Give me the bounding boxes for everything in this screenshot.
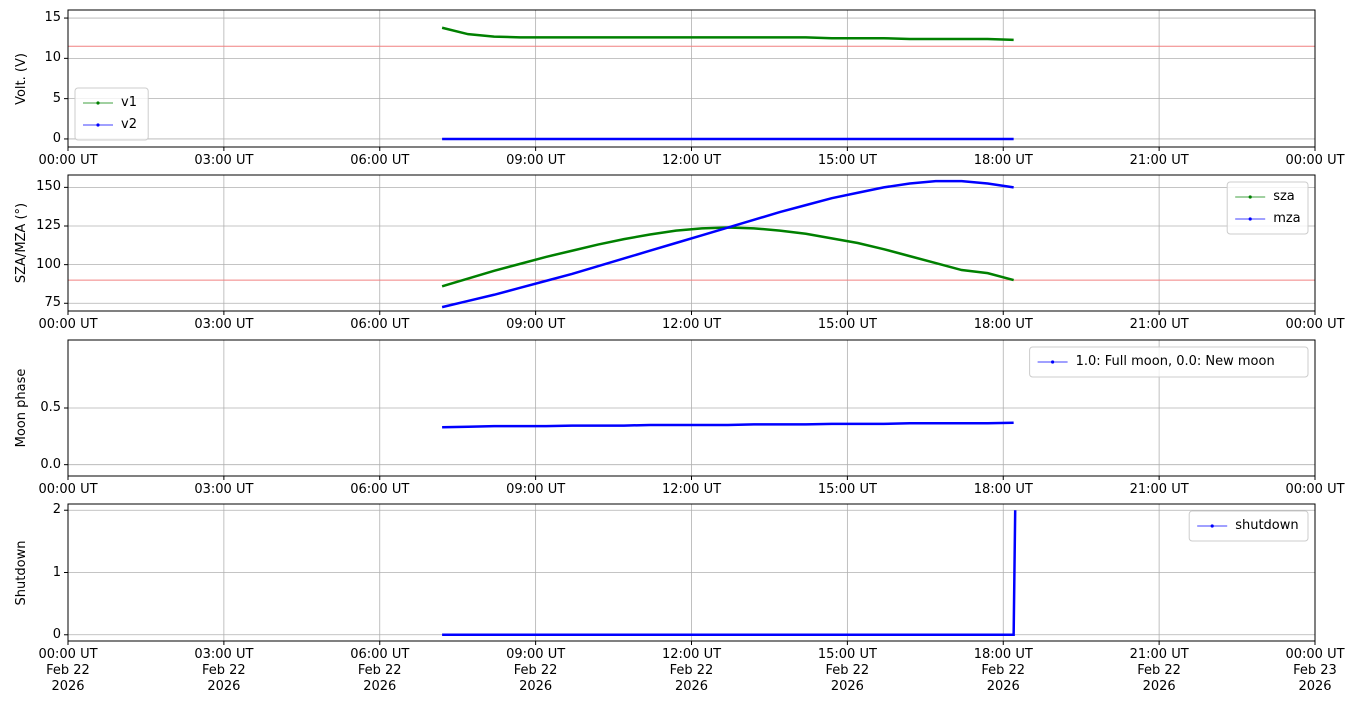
- x-tick-label: 15:00 UT: [817, 317, 877, 332]
- legend-box: [1188, 510, 1309, 542]
- x-tick-label: 00:00 UT Feb 23 2026: [1285, 647, 1345, 694]
- x-tick-label: 18:00 UT: [973, 482, 1033, 497]
- legend-box: [1029, 346, 1309, 378]
- y-axis-label: SZA/MZA (°): [14, 202, 29, 284]
- legend-marker: [1248, 195, 1252, 199]
- y-tick-label: 0.0: [40, 456, 61, 472]
- x-tick-label: 00:00 UT: [1285, 317, 1345, 332]
- x-tick-label: 12:00 UT: [661, 482, 722, 497]
- y-tick-label: 0.5: [40, 400, 61, 415]
- x-tick-label: 18:00 UT: [973, 317, 1033, 332]
- x-tick-label: 00:00 UT: [38, 482, 98, 497]
- x-tick-label: 03:00 UT: [194, 482, 254, 497]
- legend-marker: [96, 101, 100, 105]
- y-tick-label: 0: [52, 626, 61, 642]
- x-tick-label: 00:00 UT: [1285, 153, 1345, 168]
- x-tick-label: 09:00 UT Feb 22 2026: [506, 647, 566, 694]
- y-tick-label: 100: [36, 256, 61, 272]
- legend-box: [1226, 181, 1309, 235]
- y-tick-label: 15: [44, 10, 61, 26]
- x-tick-label: 03:00 UT: [194, 317, 254, 332]
- x-tick-label: 09:00 UT: [506, 153, 566, 168]
- y-tick-label: 5: [52, 90, 61, 106]
- y-axis-label: Moon phase: [14, 368, 29, 448]
- x-tick-label: 03:00 UT Feb 22 2026: [194, 647, 254, 694]
- legend-marker: [96, 123, 100, 127]
- x-tick-label: 06:00 UT: [350, 482, 410, 497]
- series-line: [441, 26, 1014, 42]
- x-tick-label: 21:00 UT Feb 22 2026: [1129, 647, 1189, 694]
- x-tick-label: 09:00 UT: [506, 482, 566, 497]
- x-tick-label: 18:00 UT: [973, 153, 1033, 168]
- x-tick-label: 15:00 UT: [817, 153, 877, 168]
- x-tick-label: 06:00 UT: [350, 153, 410, 168]
- x-tick-label: 06:00 UT: [350, 317, 410, 332]
- x-tick-label: 09:00 UT: [506, 317, 566, 332]
- x-tick-label: 21:00 UT: [1129, 317, 1189, 332]
- legend-label: 1.0: Full moon, 0.0: New moon: [1075, 354, 1275, 369]
- x-tick-label: 00:00 UT: [1285, 482, 1345, 497]
- axes-frame: [67, 339, 1316, 477]
- legend-label: v1: [121, 95, 137, 110]
- x-tick-label: 00:00 UT Feb 22 2026: [38, 647, 98, 694]
- x-tick-label: 15:00 UT: [817, 482, 877, 497]
- x-tick-label: 00:00 UT: [38, 153, 98, 168]
- x-tick-label: 12:00 UT: [661, 153, 722, 168]
- x-tick-label: 00:00 UT: [38, 317, 98, 332]
- y-tick-label: 10: [44, 50, 61, 66]
- legend-label: mza: [1273, 211, 1301, 226]
- x-tick-label: 03:00 UT: [194, 153, 254, 168]
- x-tick-label: 21:00 UT: [1129, 482, 1189, 497]
- y-axis-label: Shutdown: [14, 540, 29, 605]
- y-tick-label: 150: [36, 179, 61, 195]
- series-line: [441, 226, 1014, 288]
- axes-frame: [67, 174, 1316, 312]
- x-tick-label: 12:00 UT Feb 22 2026: [661, 647, 722, 694]
- series-line: [442, 510, 1017, 637]
- series-line: [441, 179, 1014, 309]
- legend-marker: [1210, 524, 1214, 528]
- y-tick-label: 0: [52, 130, 61, 146]
- y-tick-label: 2: [52, 502, 61, 518]
- x-tick-label: 15:00 UT Feb 22 2026: [817, 647, 877, 694]
- x-tick-label: 06:00 UT Feb 22 2026: [350, 647, 410, 694]
- x-tick-label: 12:00 UT: [661, 317, 722, 332]
- y-tick-label: 125: [36, 218, 61, 233]
- legend-marker: [1248, 217, 1252, 221]
- x-tick-label: 21:00 UT: [1129, 153, 1189, 168]
- y-axis-label: Volt. (V): [14, 52, 29, 105]
- x-tick-label: 18:00 UT Feb 22 2026: [973, 647, 1033, 694]
- legend-label: v2: [121, 117, 137, 132]
- axes-frame: [67, 9, 1316, 148]
- legend-box: [74, 87, 149, 141]
- series-line: [442, 421, 1014, 429]
- axes-frame: [67, 503, 1316, 642]
- y-tick-label: 1: [52, 564, 61, 580]
- legend-label: shutdown: [1235, 518, 1299, 533]
- legend-marker: [1051, 360, 1055, 364]
- y-tick-label: 75: [44, 295, 61, 311]
- legend-label: sza: [1273, 189, 1295, 204]
